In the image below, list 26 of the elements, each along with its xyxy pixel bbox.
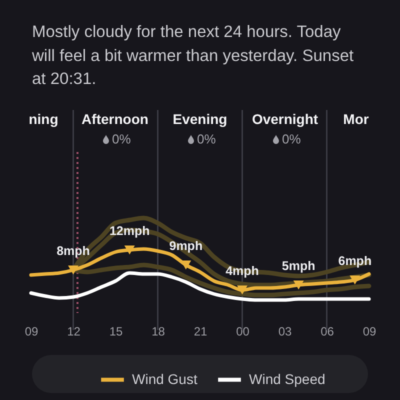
text: Afternoon: [82, 111, 148, 127]
data-label: 8mph: [56, 244, 90, 258]
text: ning: [28, 111, 58, 127]
chart-title: Mostly cloudy for the next 24 hours. Today will feel a bit warmer than yesterday. Sunset at 20:31.: [32, 22, 355, 90]
data-label: 9mph: [169, 239, 203, 253]
text: Mor: [343, 111, 369, 127]
text: Overnight: [252, 111, 318, 127]
x-tick-label: 12: [67, 324, 81, 338]
legend-label: Wind Speed: [249, 370, 326, 387]
x-tick-label: 21: [194, 324, 208, 338]
x-tick-label: 06: [320, 324, 334, 338]
data-label: 4mph: [226, 264, 259, 278]
text: Evening: [172, 111, 228, 127]
text: 0%: [282, 132, 301, 146]
legend-label: Wind Gust: [132, 370, 198, 387]
x-tick-label: 18: [152, 324, 166, 338]
text: 0%: [197, 132, 216, 146]
x-tick-label: 15: [109, 324, 123, 338]
data-label: 12mph: [109, 224, 150, 238]
x-tick-label: 00: [236, 324, 250, 338]
data-label: 5mph: [282, 259, 316, 273]
x-tick-label: 03: [278, 324, 292, 338]
x-tick-label: 09: [24, 324, 38, 338]
data-label: 6mph: [338, 254, 372, 268]
x-tick-label: 09: [362, 324, 376, 338]
text: 0%: [112, 132, 131, 146]
